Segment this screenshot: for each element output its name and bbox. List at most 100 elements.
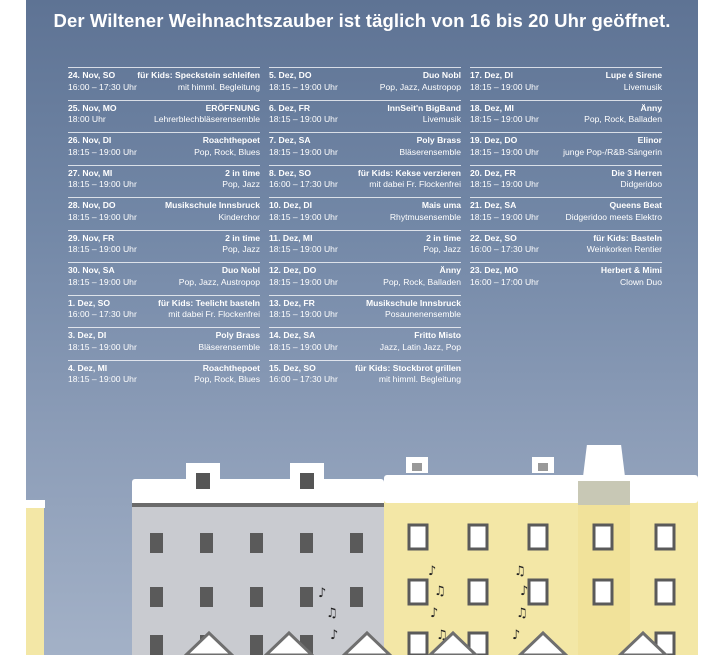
- schedule-entry: 6. Dez, FR InnSeit'n BigBand 18:15 – 19:00…: [269, 99, 461, 133]
- entry-title: für Kids: Basteln: [593, 232, 662, 243]
- entry-time: 18:00 Uhr: [68, 114, 106, 124]
- schedule-entry: 4. Dez, MI Roachthepoet 18:15 – 19:00 Uhr P…: [68, 359, 260, 393]
- entry-subtitle: Didgeridoo: [620, 179, 662, 189]
- schedule-entry: 22. Dez, SO für Kids: Basteln 16:00 – 17:3…: [470, 229, 662, 263]
- schedule-column-3: 17. Dez, DI Lupe é Sirene 18:15 – 19:00 Uh…: [470, 67, 662, 295]
- entry-subtitle: Pop, Jazz: [423, 244, 461, 254]
- entry-subtitle: Pop, Jazz: [222, 244, 260, 254]
- svg-text:♪: ♪: [428, 564, 436, 579]
- entry-date: 12. Dez, DO: [269, 265, 317, 275]
- entry-time: 16:00 – 17:30 Uhr: [68, 309, 137, 319]
- entry-date: 20. Dez, FR: [470, 167, 516, 178]
- schedule-entry: 20. Dez, FR Die 3 Herren 18:15 – 19:00 Uhr…: [470, 164, 662, 198]
- entry-title: Musikschule Innsbruck: [164, 200, 260, 210]
- winter-town-illustration: ♪♫♪ ♪♫♪♫ ♫♪♫♪: [26, 445, 698, 655]
- schedule-entry: 7. Dez, SA Poly Brass 18:15 – 19:00 Uhr Blä…: [269, 132, 461, 165]
- svg-text:♪: ♪: [520, 584, 528, 599]
- entry-date: 14. Dez, SA: [269, 330, 316, 340]
- entry-subtitle: Pop, Rock, Balladen: [584, 114, 662, 124]
- entry-subtitle: junge Pop-/R&B-Sängerin: [563, 146, 662, 157]
- schedule-entry: 27. Nov, MI 2 in time 18:15 – 19:00 Uhr Pop…: [68, 164, 260, 198]
- entry-subtitle: Posaunenensemble: [385, 309, 461, 319]
- svg-text:♫: ♫: [514, 564, 526, 579]
- entry-date: 23. Dez, MO: [470, 265, 519, 275]
- entry-date: 10. Dez, DI: [269, 200, 312, 210]
- entry-title: Fritto Misto: [414, 330, 461, 340]
- entry-date: 5. Dez, DO: [269, 70, 312, 80]
- entry-title: Herbert & Mimi: [600, 265, 662, 275]
- schedule-entry: 15. Dez, SO für Kids: Stockbrot grillen 16…: [269, 359, 461, 393]
- entry-subtitle: mit dabei Fr. Flockenfrei: [369, 179, 461, 189]
- schedule-entry: 18. Dez, MI Änny 18:15 – 19:00 Uhr Pop, Roc…: [470, 99, 662, 133]
- entry-subtitle: Lehrerblechbläserensemble: [153, 114, 260, 124]
- entry-time: 18:15 – 19:00 Uhr: [68, 341, 137, 352]
- entry-title: InnSeit'n BigBand: [387, 102, 461, 113]
- entry-subtitle: mit himml. Begleitung: [378, 374, 461, 384]
- schedule-entry: 25. Nov, MO ERÖFFNUNG 18:00 Uhr Lehrerblech…: [68, 99, 260, 133]
- entry-subtitle: Pop, Rock, Blues: [194, 146, 260, 157]
- entry-date: 26. Nov, DI: [68, 135, 112, 145]
- entry-subtitle: Jazz, Latin Jazz, Pop: [379, 341, 461, 352]
- schedule-entry: 29. Nov, FR 2 in time 18:15 – 19:00 Uhr Pop…: [68, 229, 260, 263]
- entry-date: 21. Dez, SA: [470, 200, 517, 210]
- schedule-entry: 21. Dez, SA Queens Beat 18:15 – 19:00 Uhr D…: [470, 197, 662, 230]
- entry-subtitle: mit dabei Fr. Flockenfrei: [168, 309, 260, 319]
- entry-title: Poly Brass: [215, 330, 260, 340]
- entry-subtitle: Bläserensemble: [198, 341, 260, 352]
- entry-date: 22. Dez, SO: [470, 232, 517, 243]
- schedule-entry: 12. Dez, DO Änny 18:15 – 19:00 Uhr Pop, Roc…: [269, 262, 461, 295]
- schedule-entry: 1. Dez, SO für Kids: Teelicht basteln 16:0…: [68, 294, 260, 328]
- entry-date: 7. Dez, SA: [269, 135, 311, 145]
- entry-date: 19. Dez, DO: [470, 135, 518, 145]
- entry-title: Lupe é Sirene: [605, 70, 662, 80]
- entry-date: 15. Dez, SO: [269, 362, 316, 373]
- entry-subtitle: Bläserensemble: [399, 146, 461, 157]
- entry-title: 2 in time: [225, 167, 260, 178]
- entry-title: Poly Brass: [416, 135, 461, 145]
- entry-subtitle: Pop, Rock, Blues: [194, 374, 260, 384]
- entry-date: 30. Nov, SA: [68, 265, 115, 275]
- entry-subtitle: Livemusik: [623, 81, 662, 92]
- entry-subtitle: Pop, Jazz, Austropop: [178, 276, 260, 287]
- schedule-entry: 19. Dez, DO Elinor 18:15 – 19:00 Uhr junge …: [470, 132, 662, 165]
- schedule-entry: 3. Dez, DI Poly Brass 18:15 – 19:00 Uhr Blä…: [68, 327, 260, 360]
- entry-date: 27. Nov, MI: [68, 167, 113, 178]
- entry-time: 18:15 – 19:00 Uhr: [269, 114, 338, 124]
- entry-time: 16:00 – 17:30 Uhr: [269, 374, 338, 384]
- entry-time: 18:15 – 19:00 Uhr: [269, 341, 338, 352]
- entry-title: Roachthepoet: [202, 362, 260, 373]
- entry-date: 25. Nov, MO: [68, 102, 117, 113]
- entry-time: 18:15 – 19:00 Uhr: [470, 114, 539, 124]
- schedule-entry: 28. Nov, DO Musikschule Innsbruck 18:15 – …: [68, 197, 260, 230]
- entry-title: für Kids: Stockbrot grillen: [355, 362, 461, 373]
- edge-building: [26, 505, 44, 655]
- entry-title: Elinor: [637, 135, 662, 145]
- entry-time: 18:15 – 19:00 Uhr: [470, 211, 539, 222]
- entry-date: 18. Dez, MI: [470, 102, 514, 113]
- schedule-entry: 8. Dez, SO für Kids: Kekse verzieren 16:00…: [269, 164, 461, 198]
- entry-subtitle: Livemusik: [422, 114, 461, 124]
- entry-date: 1. Dez, SO: [68, 297, 111, 308]
- entry-date: 29. Nov, FR: [68, 232, 115, 243]
- entry-title: Änny: [640, 102, 662, 113]
- entry-date: 3. Dez, DI: [68, 330, 107, 340]
- entry-title: Roachthepoet: [202, 135, 260, 145]
- entry-title: 2 in time: [225, 232, 260, 243]
- entry-time: 18:15 – 19:00 Uhr: [269, 81, 338, 92]
- entry-date: 13. Dez, FR: [269, 297, 315, 308]
- entry-subtitle: Didgeridoo meets Elektro: [565, 211, 663, 222]
- entry-time: 18:15 – 19:00 Uhr: [470, 179, 539, 189]
- entry-title: Die 3 Herren: [611, 167, 662, 178]
- entry-title: für Kids: Speckstein schleifen: [137, 70, 260, 80]
- svg-text:♪: ♪: [512, 628, 520, 643]
- entry-title: Mais uma: [421, 200, 461, 210]
- entry-subtitle: Pop, Jazz: [222, 179, 260, 189]
- entry-time: 18:15 – 19:00 Uhr: [68, 244, 137, 254]
- entry-time: 18:15 – 19:00 Uhr: [68, 211, 137, 222]
- entry-title: Queens Beat: [609, 200, 662, 210]
- entry-date: 8. Dez, SO: [269, 167, 312, 178]
- yellow-building: [384, 445, 698, 655]
- entry-time: 18:15 – 19:00 Uhr: [269, 244, 338, 254]
- schedule-entry: 13. Dez, FR Musikschule Innsbruck 18:15 – …: [269, 294, 461, 328]
- entry-time: 16:00 – 17:00 Uhr: [470, 276, 539, 287]
